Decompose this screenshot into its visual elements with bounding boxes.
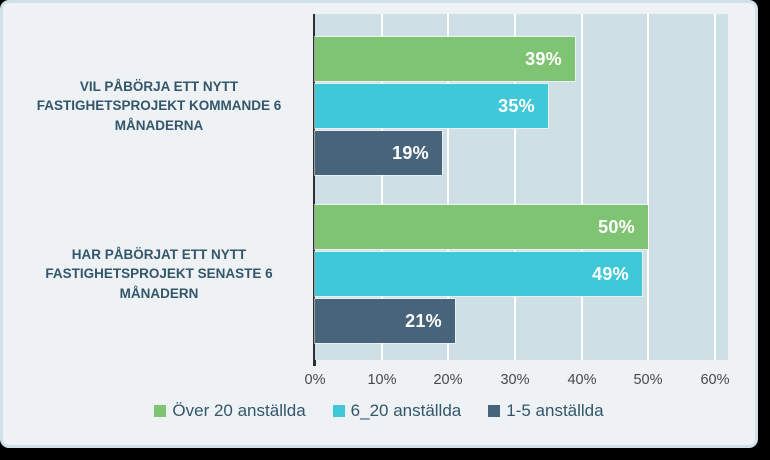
- bar-value-label: 21%: [405, 310, 442, 331]
- x-tick-label: 40%: [567, 372, 597, 388]
- x-tick-label: 20%: [433, 372, 463, 388]
- x-tick-label: 50%: [633, 372, 663, 388]
- bar-6_20-anställda: 35%: [315, 84, 548, 128]
- bar-value-label: 49%: [592, 263, 629, 284]
- legend-swatch-icon: [332, 405, 345, 417]
- category-label: HAR PÅBÖRJAT ETT NYTT FASTIGHETSPROJEKT …: [45, 246, 273, 301]
- legend-swatch-icon: [488, 405, 501, 417]
- gridline: [514, 14, 516, 360]
- legend-label: Över 20 anställda: [172, 401, 306, 420]
- chart-card: 39% 35% 19% 50% 49% 21% VIL PÅBÖRJA ETT NYTT …: [0, 0, 758, 448]
- gridline: [647, 14, 649, 360]
- gridline: [581, 14, 583, 360]
- x-tick-label: 0%: [304, 372, 326, 388]
- bar-value-label: 19%: [392, 142, 429, 163]
- bar-value-label: 35%: [498, 95, 535, 116]
- bar-över-20-anställda: 39%: [315, 37, 575, 81]
- gridline: [714, 14, 716, 360]
- gridline: [381, 14, 383, 360]
- legend-swatch-icon: [154, 405, 167, 417]
- legend-label: 6_20 anställda: [350, 401, 462, 420]
- y-axis-line: [313, 14, 316, 366]
- legend-item: 6_20 anställda: [332, 401, 462, 421]
- legend-label: 1-5 anställda: [506, 401, 604, 420]
- legend-item: Över 20 anställda: [154, 401, 306, 421]
- x-tick-label: 30%: [500, 372, 530, 388]
- x-tick-label: 10%: [367, 372, 397, 388]
- category-label: VIL PÅBÖRJA ETT NYTT FASTIGHETSPROJEKT K…: [36, 78, 282, 133]
- legend-item: 1-5 anställda: [488, 401, 604, 421]
- plot-area: 39% 35% 19% 50% 49% 21%: [315, 14, 728, 360]
- bar-6_20-anställda: 49%: [315, 252, 642, 296]
- bar-1-5-anställda: 21%: [315, 299, 455, 343]
- bar-value-label: 50%: [598, 216, 635, 237]
- gridline: [447, 14, 449, 360]
- bar-1-5-anställda: 19%: [315, 131, 442, 175]
- x-tick-label: 60%: [700, 372, 730, 388]
- bar-över-20-anställda: 50%: [315, 205, 648, 249]
- legend: Över 20 anställda 6_20 anställda 1-5 anstä…: [3, 401, 755, 421]
- bar-value-label: 39%: [525, 48, 562, 69]
